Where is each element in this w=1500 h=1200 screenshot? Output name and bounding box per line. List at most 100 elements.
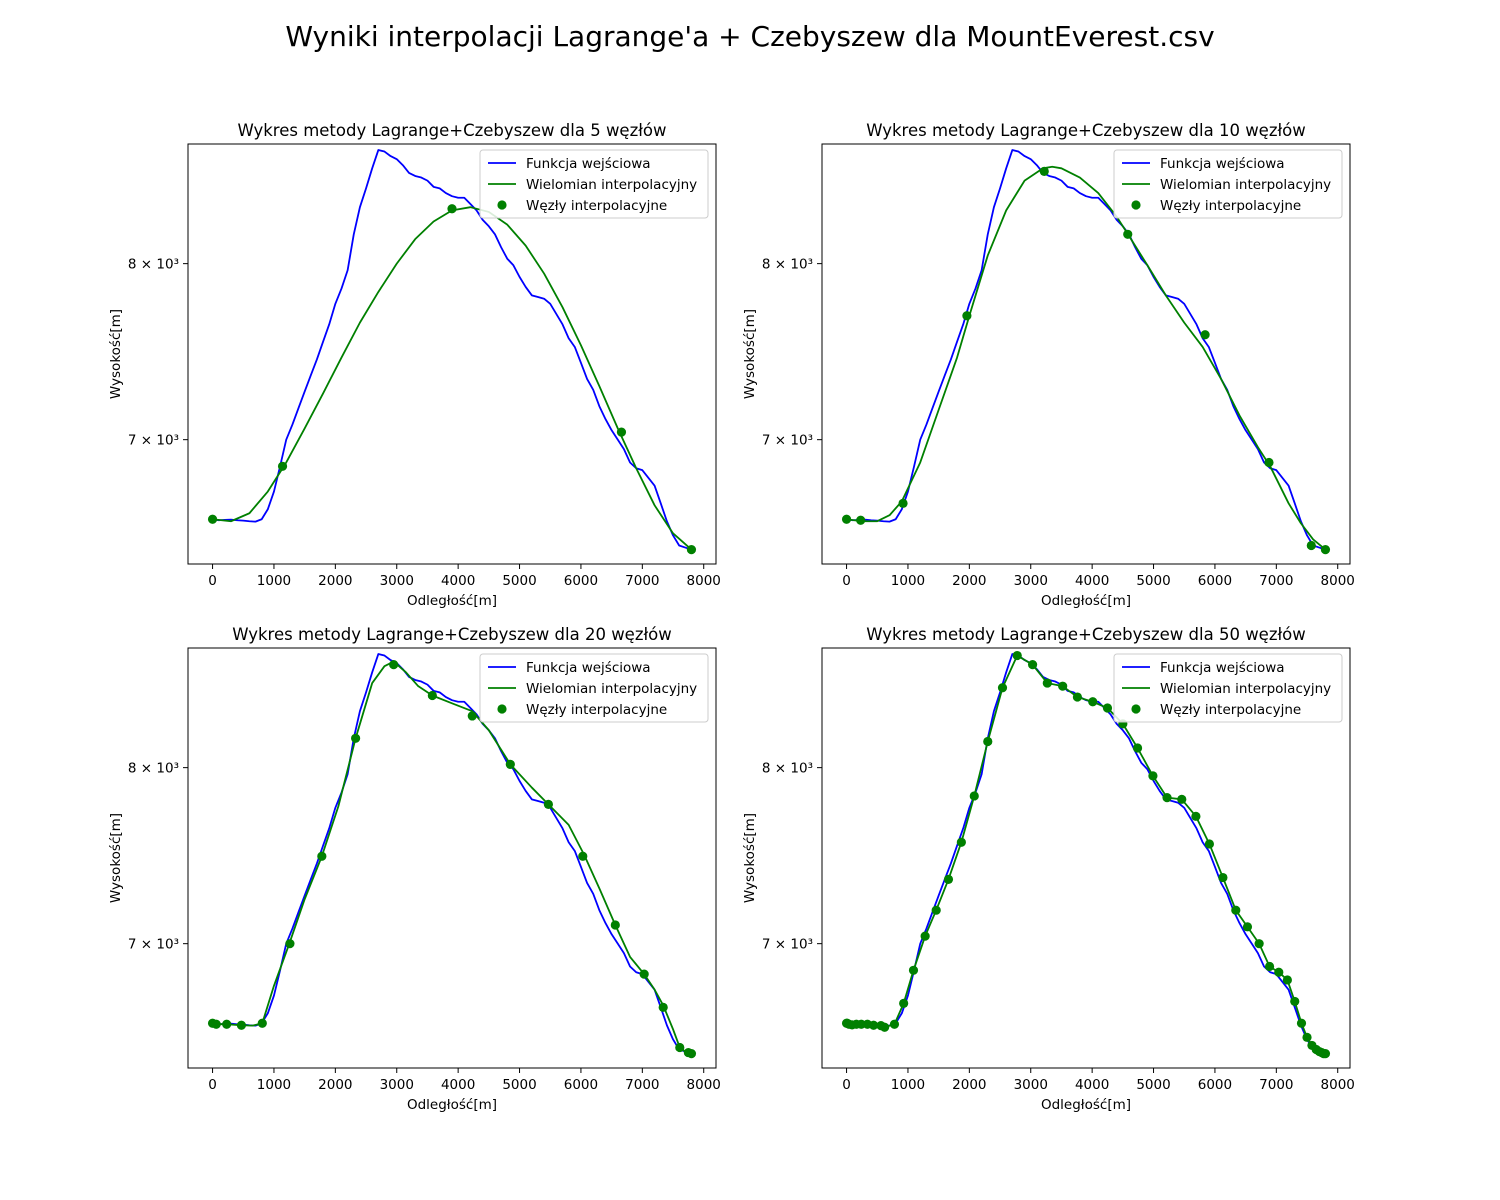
interpolation-node-point: [962, 311, 972, 321]
interpolation-node-point: [868, 1020, 879, 1030]
legend: Funkcja wejściowa Wielomian interpolacyjn…: [479, 149, 709, 219]
legend-label: Węzły interpolacyjne: [1160, 702, 1301, 718]
legend-label: Węzły interpolacyjne: [526, 198, 667, 214]
interpolation-node-point: [931, 905, 941, 915]
interpolation-node-point: [969, 791, 979, 801]
axes-frame: [821, 143, 1351, 565]
x-tick-label: 4000: [1075, 1077, 1109, 1093]
y-tick-label: 8 × 10³: [762, 761, 813, 777]
interpolation-node-point: [467, 711, 477, 721]
x-tick-label: 2000: [952, 1077, 986, 1093]
subplots-grid: Wykres metody Lagrange+Czebyszew dla 5 w…: [108, 121, 1355, 1113]
x-tick-label: 8000: [1321, 573, 1355, 589]
x-tick-label: 1000: [891, 1077, 925, 1093]
interpolation-node-point: [1088, 697, 1098, 707]
interpolation-node-point: [1204, 839, 1215, 849]
interpolation-node-point: [899, 998, 909, 1008]
interpolation-node-point: [616, 427, 627, 437]
legend-box: [1113, 653, 1343, 723]
interpolation-node-point: [1132, 743, 1143, 753]
interpolation-node-point: [639, 969, 649, 979]
interpolation-node-point: [1191, 811, 1201, 821]
x-tick-label: 8000: [1321, 1077, 1355, 1093]
x-tick-label: 5000: [1136, 1077, 1170, 1093]
x-tick-label: 5000: [502, 573, 536, 589]
interpolation-node-point: [236, 1020, 247, 1030]
x-tick-label: 4000: [441, 573, 475, 589]
interpolation-node-point: [211, 1019, 221, 1029]
interpolation-node-point: [983, 736, 993, 747]
series-input-function-line: [212, 653, 692, 1055]
interpolation-node-point: [1320, 544, 1331, 555]
axes-frame: [821, 647, 1351, 1069]
interpolation-node-point: [686, 544, 697, 555]
interpolation-node-point: [856, 515, 866, 525]
x-axis-label: Odległość[m]: [407, 1097, 497, 1113]
subplot-title: Wykres metody Lagrange+Czebyszew dla 10 …: [866, 121, 1306, 140]
interpolation-node-point: [1027, 660, 1038, 670]
y-axis-label: Wysokość[m]: [108, 309, 124, 399]
x-tick-label: 1000: [257, 1077, 291, 1093]
interpolation-node-point: [889, 1019, 900, 1029]
figure-title: Wyniki interpolacji Lagrange'a + Czebysz…: [285, 20, 1214, 53]
legend: Funkcja wejściowa Wielomian interpolacyjn…: [1113, 149, 1343, 219]
legend-label: Funkcja wejściowa: [1160, 660, 1285, 676]
x-tick-label: 8000: [687, 1077, 721, 1093]
series-polynomial-line: [846, 165, 1327, 551]
y-axis-label: Wysokość[m]: [108, 813, 124, 903]
interpolation-node-point: [1177, 794, 1187, 804]
y-tick-label: 7 × 10³: [128, 433, 179, 449]
interpolation-node-point: [943, 874, 954, 884]
legend-label: Węzły interpolacyjne: [526, 702, 667, 718]
x-tick-label: 4000: [1075, 573, 1109, 589]
interpolation-node-point: [610, 920, 620, 930]
x-tick-label: 7000: [625, 573, 659, 589]
plot-area: [207, 653, 697, 1059]
subplot-title: Wykres metody Lagrange+Czebyszew dla 20 …: [232, 625, 672, 644]
interpolation-node-point: [1264, 961, 1275, 972]
x-tick-label: 6000: [564, 1077, 598, 1093]
x-axis-label: Odległość[m]: [407, 593, 497, 609]
interpolation-node-point: [277, 461, 288, 471]
x-tick-label: 7000: [1259, 573, 1293, 589]
x-tick-label: 0: [208, 573, 217, 589]
interpolation-node-point: [1254, 939, 1264, 949]
interpolation-node-point: [1296, 1018, 1307, 1028]
interpolation-node-point: [658, 1002, 668, 1012]
axes-frame: [187, 647, 717, 1069]
interpolation-node-point: [389, 660, 399, 670]
legend-label: Wielomian interpolacyjny: [526, 177, 697, 193]
interpolation-node-point: [880, 1022, 890, 1032]
x-tick-label: 7000: [1259, 1077, 1293, 1093]
interpolation-node-point: [427, 690, 437, 701]
x-tick-label: 5000: [1136, 573, 1170, 589]
interpolation-node-point: [1123, 229, 1133, 239]
plot-area: [207, 149, 697, 555]
series-input-function-line: [212, 149, 692, 551]
legend-box: [1113, 149, 1343, 219]
x-tick-label: 8000: [687, 573, 721, 589]
interpolation-node-point: [1039, 166, 1049, 176]
x-tick-label: 3000: [1014, 573, 1048, 589]
interpolation-node-point: [1072, 692, 1083, 702]
plot-area: [841, 149, 1331, 555]
legend-label: Funkcja wejściowa: [526, 156, 651, 172]
interpolation-node-point: [1102, 703, 1113, 713]
interpolation-node-point: [1231, 905, 1241, 915]
y-axis-label: Wysokość[m]: [742, 813, 758, 903]
interpolation-node-point: [222, 1019, 232, 1029]
x-tick-label: 7000: [625, 1077, 659, 1093]
legend-label: Węzły interpolacyjne: [1160, 198, 1301, 214]
interpolation-node-point: [578, 851, 588, 861]
legend: Funkcja wejściowa Wielomian interpolacyjn…: [1113, 653, 1343, 723]
interpolation-node-point: [1302, 1032, 1312, 1042]
interpolation-node-point: [898, 498, 908, 508]
interpolation-node-point: [1274, 967, 1284, 977]
interpolation-node-point: [1042, 678, 1052, 688]
y-tick-label: 8 × 10³: [128, 257, 179, 273]
interpolation-node-point: [1148, 771, 1158, 781]
x-tick-label: 2000: [952, 573, 986, 589]
legend-swatch-nodes: [497, 704, 507, 714]
x-tick-label: 0: [208, 1077, 217, 1093]
